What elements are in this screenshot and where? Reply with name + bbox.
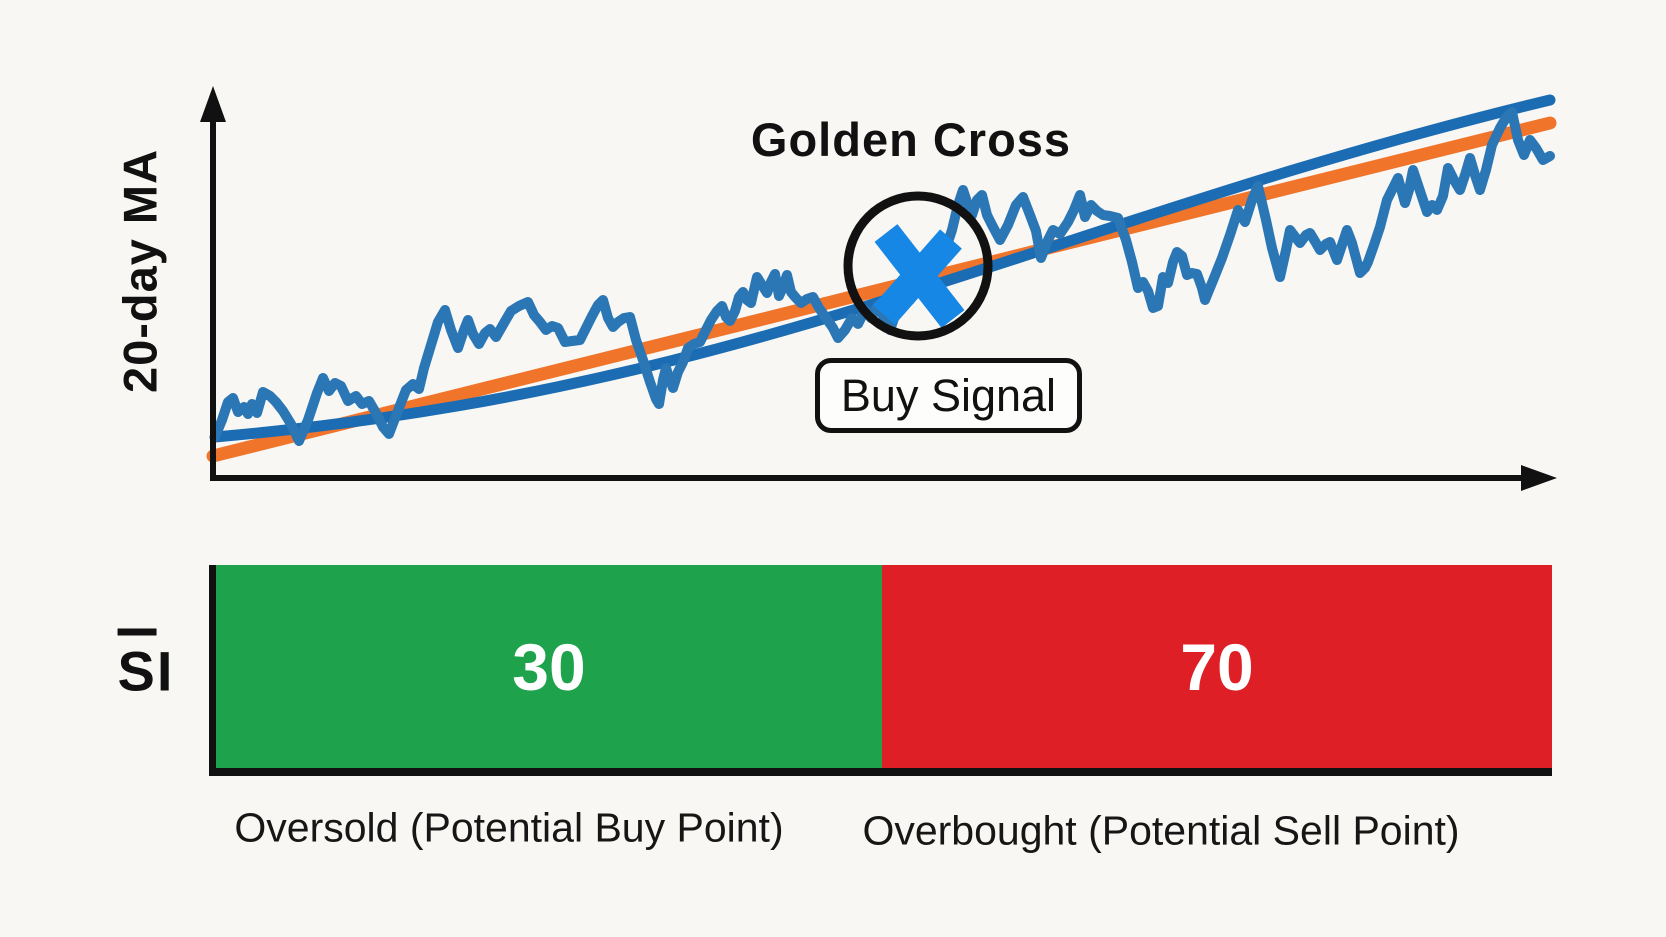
y-axis-arrowhead — [200, 86, 226, 122]
rsi-axis-label-overlined: S — [117, 628, 157, 704]
oversold-caption: Oversold (Potential Buy Point) — [234, 804, 784, 851]
axes — [210, 112, 1526, 481]
overbought-caption: Overbought (Potential Sell Point) — [862, 807, 1460, 854]
overbought-zone: 70 — [882, 565, 1552, 768]
oversold-value: 30 — [512, 629, 586, 704]
buy-signal-label: Buy Signal — [840, 369, 1057, 421]
rsi-axis-label-plain: I — [156, 639, 175, 703]
rsi-axis-label: SI — [117, 628, 175, 704]
golden-cross-circle — [843, 191, 993, 341]
buy-signal-box: Buy Signal — [815, 358, 1082, 433]
overbought-value: 70 — [1180, 629, 1254, 704]
long-ma-line — [206, 116, 1557, 463]
oversold-zone: 30 — [216, 565, 882, 768]
y-axis-label: 20-day MA — [113, 148, 167, 394]
rsi-threshold-bar: 30 70 — [209, 565, 1552, 776]
chart-title: Golden Cross — [750, 113, 1072, 166]
cross-marker-arm-2 — [873, 229, 962, 325]
x-axis-arrowhead — [1521, 465, 1557, 491]
